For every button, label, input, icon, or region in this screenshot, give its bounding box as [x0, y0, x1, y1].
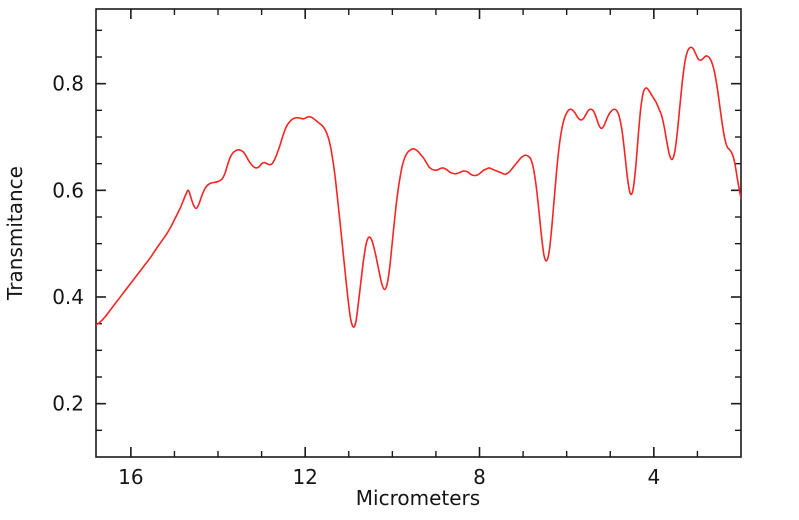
tick-label: 0.4	[52, 285, 84, 309]
tick-label: 0.6	[52, 178, 84, 202]
series-group	[96, 46, 741, 328]
transmitance-curve	[96, 46, 741, 328]
axes-frame	[95, 8, 742, 458]
x-axis-tick-labels: 16 12 8 4	[118, 465, 660, 489]
tick-label: 16	[118, 465, 143, 489]
tick-label: 0.2	[52, 392, 84, 416]
tick-label: 0.8	[52, 72, 84, 96]
tick-label: 4	[647, 465, 660, 489]
tick-label: 8	[473, 465, 486, 489]
y-axis-tick-labels: 0.2 0.4 0.6 0.8	[52, 72, 84, 416]
x-axis-ticks	[130, 9, 699, 457]
tick-label: 12	[292, 465, 317, 489]
y-axis-title: Transmitance	[3, 166, 27, 301]
x-axis-title: Micrometers	[356, 486, 480, 510]
